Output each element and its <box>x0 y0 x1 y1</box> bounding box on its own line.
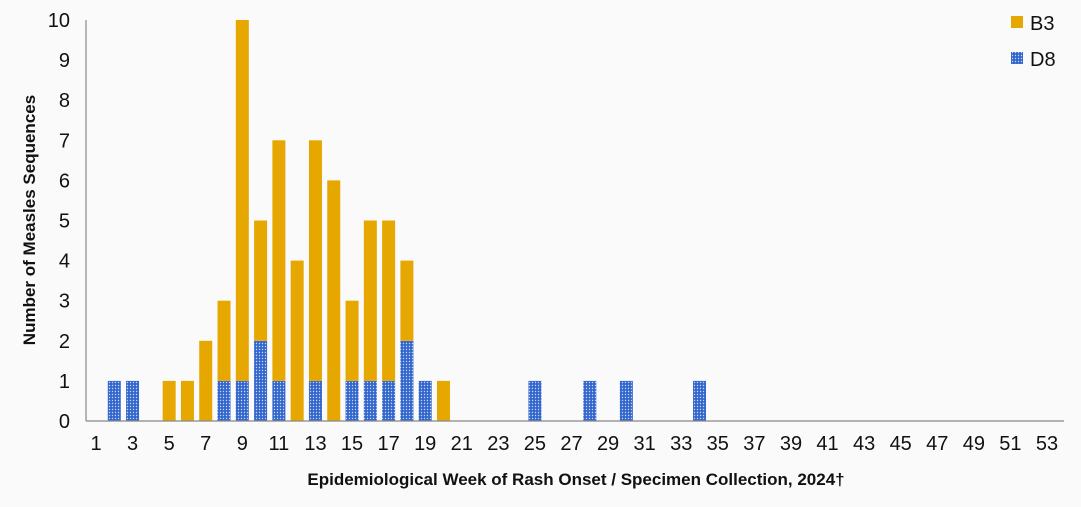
x-tick-label: 53 <box>1036 433 1058 455</box>
legend-swatch-d8 <box>1011 52 1023 64</box>
bar-b3-week-12 <box>290 260 304 421</box>
x-tick-label: 45 <box>890 433 912 455</box>
bar-d8-week-15 <box>345 380 359 421</box>
bar-b3-week-15 <box>345 300 359 381</box>
bar-d8-week-19 <box>418 380 432 421</box>
y-tick-label: 2 <box>59 331 70 353</box>
y-tick-label: 0 <box>59 411 70 433</box>
bar-d8-week-28 <box>583 380 597 421</box>
y-tick-label: 7 <box>59 130 70 152</box>
x-tick-label: 49 <box>963 433 985 455</box>
x-tick-label: 29 <box>597 433 619 455</box>
x-tick-label: 17 <box>377 433 399 455</box>
bar-b3-week-14 <box>327 180 341 421</box>
x-tick-label: 39 <box>780 433 802 455</box>
x-tick-label: 21 <box>451 433 473 455</box>
bar-d8-week-11 <box>272 380 286 421</box>
bar-d8-week-25 <box>528 380 542 421</box>
x-tick-label: 11 <box>269 433 290 455</box>
bar-d8-week-16 <box>363 380 377 421</box>
x-tick-label: 25 <box>524 433 546 455</box>
bar-d8-week-30 <box>619 380 633 421</box>
x-tick-label: 51 <box>999 433 1021 455</box>
bar-b3-week-8 <box>217 300 231 381</box>
x-tick-label: 31 <box>634 433 656 455</box>
bar-d8-week-9 <box>235 380 249 421</box>
y-tick-label: 1 <box>59 371 70 393</box>
x-tick-label: 9 <box>237 433 248 455</box>
x-tick-label: 43 <box>853 433 875 455</box>
bar-d8-week-3 <box>126 380 140 421</box>
y-axis-label: Number of Measles Sequences <box>20 95 39 345</box>
bar-d8-week-8 <box>217 380 231 421</box>
bar-b3-week-20 <box>436 380 450 421</box>
bar-b3-week-17 <box>382 220 396 381</box>
y-tick-label: 3 <box>59 291 70 313</box>
legend: B3 D8 <box>1011 13 1056 71</box>
x-tick-label: 23 <box>487 433 509 455</box>
bar-b3-week-7 <box>199 340 213 421</box>
bar-d8-week-18 <box>400 340 414 421</box>
x-tick-label: 19 <box>414 433 436 455</box>
bar-d8-week-2 <box>107 380 121 421</box>
y-tick-label: 6 <box>59 170 70 192</box>
x-tick-label: 33 <box>670 433 692 455</box>
bar-b3-week-10 <box>254 220 268 341</box>
bar-b3-week-16 <box>363 220 377 381</box>
y-tick-label: 8 <box>59 90 70 112</box>
bar-b3-week-11 <box>272 140 286 381</box>
x-tick-label: 15 <box>341 433 363 455</box>
x-tick-label: 41 <box>816 433 838 455</box>
bar-b3-week-5 <box>162 380 176 421</box>
bar-d8-week-13 <box>308 380 322 421</box>
x-tick-label: 5 <box>164 433 175 455</box>
legend-swatch-b3 <box>1011 16 1023 28</box>
x-axis-label: Epidemiological Week of Rash Onset / Spe… <box>307 470 844 489</box>
x-tick-label: 7 <box>200 433 211 455</box>
bar-b3-week-9 <box>235 20 249 381</box>
y-tick-label: 9 <box>59 50 70 72</box>
bar-b3-week-6 <box>180 380 194 421</box>
x-tick-label: 13 <box>304 433 326 455</box>
x-tick-label: 3 <box>127 433 138 455</box>
y-tick-label: 10 <box>48 10 70 32</box>
y-tick-label: 4 <box>59 251 70 273</box>
bar-d8-week-17 <box>382 380 396 421</box>
x-tick-label: 47 <box>926 433 948 455</box>
bar-d8-week-10 <box>254 340 268 421</box>
x-tick-label: 35 <box>707 433 729 455</box>
bar-b3-week-18 <box>400 260 414 341</box>
bar-d8-week-34 <box>693 380 707 421</box>
x-tick-label: 1 <box>90 433 101 455</box>
legend-label-d8: D8 <box>1030 49 1056 71</box>
bar-b3-week-13 <box>308 140 322 381</box>
x-tick-label: 27 <box>560 433 582 455</box>
x-tick-label: 37 <box>743 433 765 455</box>
y-tick-label: 5 <box>59 211 70 233</box>
legend-label-b3: B3 <box>1030 13 1054 35</box>
